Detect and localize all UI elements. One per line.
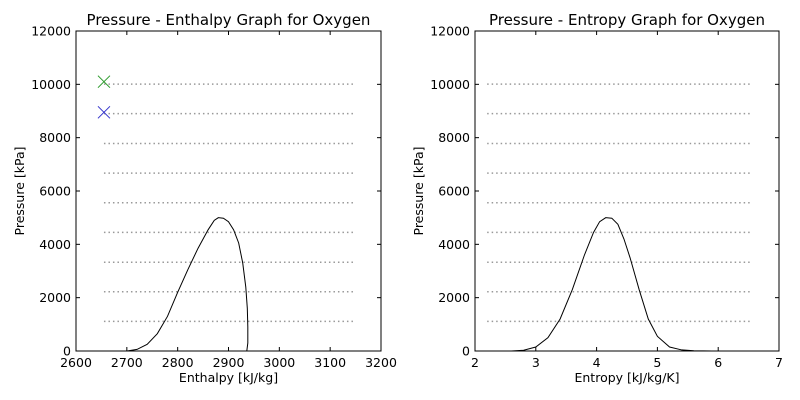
chart2-x-tick-label: 2	[471, 355, 479, 370]
chart2-x-axis-label: Entropy [kJ/kg/K]	[574, 370, 679, 385]
chart1-y-tick-label: 8000	[39, 130, 71, 145]
chart2-x-tick-label: 3	[532, 355, 540, 370]
chart1-x-tick-label: 3200	[365, 355, 397, 370]
chart2-y-axis-label: Pressure [kPa]	[411, 147, 426, 236]
chart1-y-tick-label: 0	[63, 344, 71, 359]
chart1-y-tick-label: 2000	[39, 290, 71, 305]
chart2-plot	[487, 83, 752, 352]
chart1-x-tick-label: 3100	[314, 355, 346, 370]
chart1-x-tick-label: 3000	[263, 355, 295, 370]
chart1-x-marker-stroke	[97, 105, 111, 119]
chart1-y-axis-label: Pressure [kPa]	[12, 147, 27, 236]
chart2-y-tick-label: 2000	[438, 290, 470, 305]
chart2-saturation-curve	[511, 217, 713, 352]
chart1-x-marker	[97, 105, 111, 119]
chart1-y-tick-label: 10000	[31, 77, 71, 92]
chart2-x-tick-label: 7	[775, 355, 783, 370]
chart2-y-tick-label: 12000	[430, 24, 470, 39]
chart1-x-tick-label: 2700	[111, 355, 143, 370]
chart2-x-tick-label: 4	[593, 355, 601, 370]
chart2-x-tick-label: 5	[653, 355, 661, 370]
chart1-y-tick-label: 6000	[39, 184, 71, 199]
chart2-y-tick-label: 0	[462, 344, 470, 359]
chart2-axes-frame	[474, 30, 780, 352]
chart2-y-tick-label: 4000	[438, 237, 470, 252]
chart1-plot	[97, 75, 356, 352]
chart1-saturation-curve	[126, 217, 249, 352]
chart2-title: Pressure - Entropy Graph for Oxygen	[489, 11, 765, 29]
chart1-x-marker	[97, 75, 111, 89]
chart1-x-tick-label: 2600	[60, 355, 92, 370]
chart1-x-tick-label: 2800	[162, 355, 194, 370]
chart1-x-axis-label: Enthalpy [kJ/kg]	[179, 370, 278, 385]
chart1-y-tick-label: 4000	[39, 237, 71, 252]
chart2-y-tick-label: 8000	[438, 130, 470, 145]
chart2-y-tick-label: 6000	[438, 184, 470, 199]
chart2-y-tick-label: 10000	[430, 77, 470, 92]
chart1-axes-frame	[75, 30, 382, 352]
chart1-x-marker-stroke	[97, 75, 111, 89]
chart2-x-tick-label: 6	[714, 355, 722, 370]
chart1-x-tick-label: 2900	[213, 355, 245, 370]
chart1-y-tick-label: 12000	[31, 24, 71, 39]
chart1-title: Pressure - Enthalpy Graph for Oxygen	[87, 11, 371, 29]
